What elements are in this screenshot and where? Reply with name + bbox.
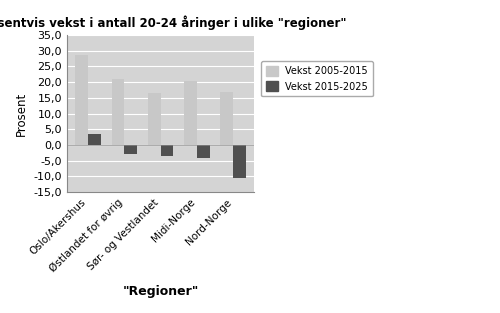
- Y-axis label: Prosent: Prosent: [15, 91, 28, 136]
- Bar: [76, 55, 88, 145]
- Bar: [233, 145, 246, 178]
- Bar: [112, 79, 124, 145]
- Legend: Vekst 2005-2015, Vekst 2015-2025: Vekst 2005-2015, Vekst 2015-2025: [261, 61, 373, 96]
- Bar: [148, 93, 160, 145]
- Bar: [220, 91, 233, 145]
- X-axis label: "Regioner": "Regioner": [122, 285, 199, 298]
- Bar: [124, 145, 137, 154]
- Bar: [88, 134, 101, 145]
- Bar: [160, 145, 173, 156]
- Bar: [184, 80, 197, 145]
- Bar: [197, 145, 209, 157]
- Title: Prosentvis vekst i antall 20-24 åringer i ulike "regioner": Prosentvis vekst i antall 20-24 åringer …: [0, 15, 346, 29]
